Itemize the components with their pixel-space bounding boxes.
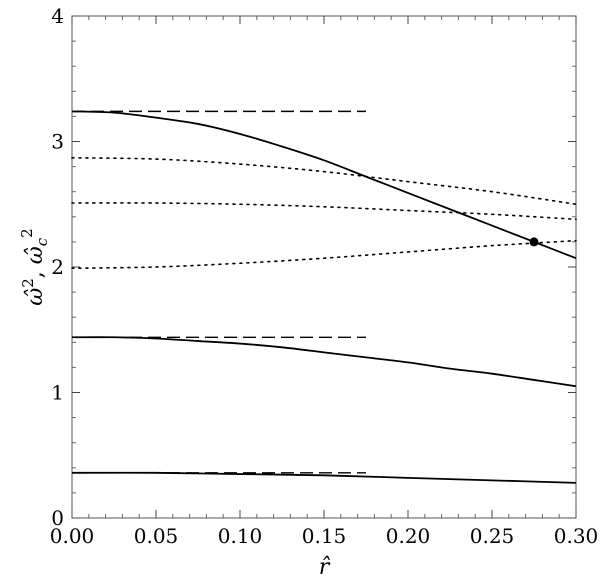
series-line-dotted-6 <box>71 157 577 206</box>
y-axis-title-sup1: 2 <box>19 278 37 288</box>
y-axis-title-second: ω̂ <box>23 246 48 264</box>
x-tick-label: 0.30 <box>554 524 599 548</box>
series-line-dotted-7 <box>71 202 577 221</box>
y-axis-title: ω̂2, ω̂c2 <box>18 228 51 305</box>
x-tick-label: 0.05 <box>134 524 179 548</box>
x-tick-label: 0.25 <box>470 524 515 548</box>
series-line-solid-0 <box>71 110 577 260</box>
x-axis-title: r̂ <box>319 555 331 580</box>
series-line-solid-2 <box>71 471 577 484</box>
major-ticks <box>71 15 577 519</box>
data-point <box>529 237 539 247</box>
series-line-dotted-8 <box>71 239 577 270</box>
y-tick-label: 2 <box>51 255 64 279</box>
series-line-solid-1 <box>71 336 577 388</box>
y-tick-label: 0 <box>51 506 64 530</box>
x-tick-labels: 0.00 0.05 0.10 0.15 0.20 0.25 0.30 <box>50 524 599 548</box>
plot-frame <box>71 15 577 519</box>
y-tick-label: 3 <box>51 130 64 154</box>
series-layer <box>71 110 577 484</box>
x-tick-label: 0.00 <box>50 524 95 548</box>
y-axis-title-sub: c <box>33 237 51 246</box>
x-tick-label: 0.10 <box>218 524 263 548</box>
y-axis-title-sup2: 2 <box>18 228 36 238</box>
x-tick-label: 0.15 <box>302 524 347 548</box>
y-axis-title-main: ω̂ <box>23 288 48 306</box>
x-tick-label: 0.20 <box>386 524 431 548</box>
y-tick-labels: 0 1 2 3 4 <box>51 4 64 530</box>
y-axis-title-sep: , <box>23 264 48 278</box>
y-tick-label: 4 <box>51 4 64 28</box>
points-layer <box>529 237 539 247</box>
minor-ticks <box>71 15 577 519</box>
y-tick-label: 1 <box>51 381 64 405</box>
